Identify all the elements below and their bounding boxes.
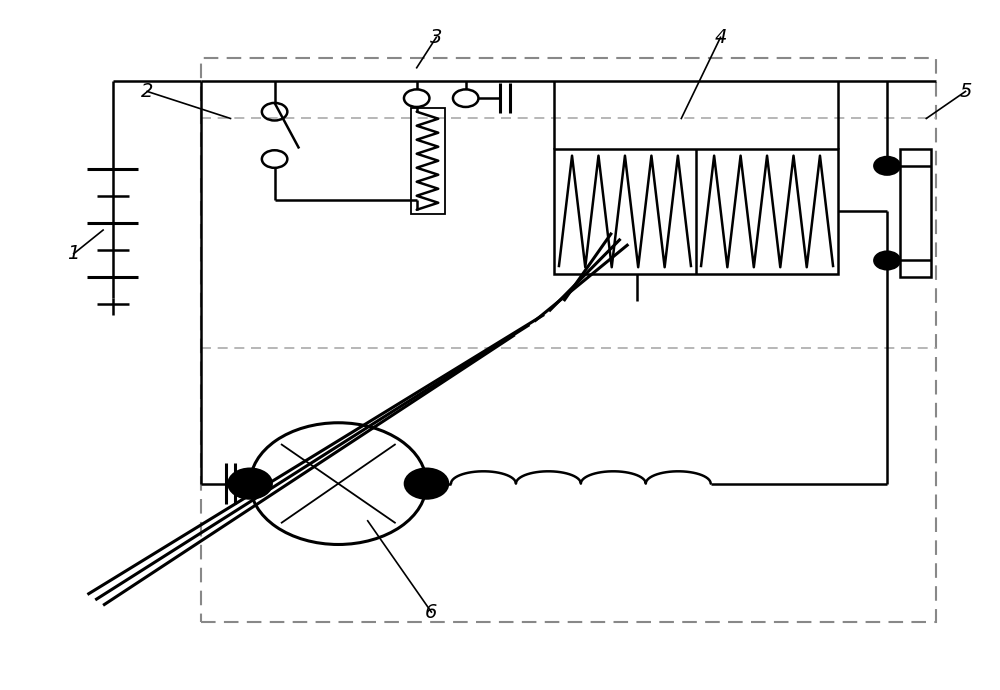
Bar	[900, 149, 931, 277]
Circle shape	[229, 469, 272, 498]
Bar	[411, 108, 445, 214]
Text: 3: 3	[430, 28, 442, 47]
Text: 5: 5	[959, 82, 972, 101]
Circle shape	[874, 252, 900, 269]
Bar	[201, 57, 936, 622]
Bar	[554, 149, 838, 274]
Text: 1: 1	[68, 244, 80, 263]
Circle shape	[405, 469, 448, 498]
Text: 2: 2	[141, 82, 153, 101]
Text: 4: 4	[714, 28, 727, 47]
Circle shape	[874, 157, 900, 175]
Text: 6: 6	[425, 602, 438, 622]
